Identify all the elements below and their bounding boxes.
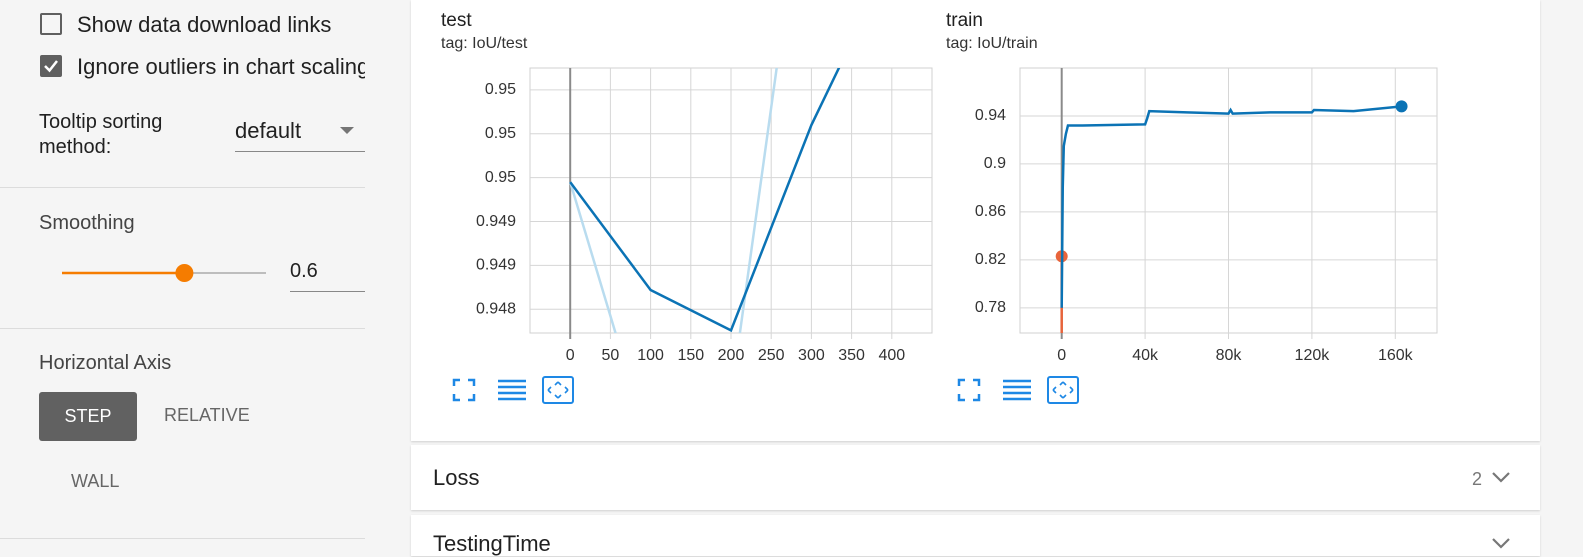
chart-title: test — [441, 10, 472, 31]
x-tick-label: 160k — [1378, 347, 1414, 364]
y-tick-label: 0.95 — [485, 81, 516, 98]
y-tick-label: 0.95 — [485, 169, 516, 186]
label: Horizontal Axis — [39, 352, 172, 374]
checkbox-label: Ignore outliers in chart scaling — [77, 54, 365, 79]
y-tick-label: 0.82 — [975, 251, 1006, 268]
y-tick-label: 0.94 — [975, 107, 1006, 124]
panel-title: TestingTime — [433, 531, 551, 556]
x-tick-label: 40k — [1132, 347, 1159, 364]
plot — [569, 68, 841, 333]
slider[interactable] — [55, 258, 275, 288]
x-tick-label: 350 — [838, 347, 865, 364]
x-tick-label: 300 — [798, 347, 825, 364]
panel-header[interactable]: Loss 2 — [411, 445, 1540, 510]
x-tick-label: 100 — [637, 347, 664, 364]
x-tick-label: 150 — [677, 347, 704, 364]
chart: test tag: IoU/test 0.948 0.949 0.949 0.95 0.95… — [441, 10, 933, 364]
x-tick-label: 0 — [566, 347, 575, 364]
panel-count: 2 — [1472, 469, 1483, 489]
chart-toolbar[interactable] — [452, 375, 575, 405]
panel-title: Loss — [433, 465, 480, 490]
chart-title: train — [946, 10, 983, 31]
separator — [0, 538, 365, 539]
x-tick-label: 0 — [1057, 347, 1066, 364]
y-tick-label: 0.9 — [984, 155, 1006, 172]
series-line — [1060, 105, 1402, 308]
x-tick-label: 200 — [718, 347, 745, 364]
x-tick-label: 80k — [1216, 347, 1243, 364]
chart-subtitle: tag: IoU/train — [946, 35, 1038, 52]
x-tick-label: 250 — [758, 347, 785, 364]
dropdown-value[interactable]: default — [235, 118, 302, 143]
axis-button[interactable]: WALL — [71, 471, 120, 491]
chart-subtitle: tag: IoU/test — [441, 35, 528, 52]
x-tick-label: 120k — [1295, 347, 1331, 364]
dropdown-arrow — [340, 127, 354, 134]
series-line — [569, 68, 841, 333]
chevron — [1492, 472, 1510, 483]
separator — [0, 187, 365, 188]
label: Smoothing — [39, 212, 135, 234]
chart-toolbar[interactable] — [957, 375, 1080, 405]
underline — [290, 291, 365, 292]
y-tick-label: 0.78 — [975, 299, 1006, 316]
y-tick-label: 0.949 — [476, 213, 516, 230]
underline — [235, 151, 365, 152]
label: Tooltip sorting method: — [39, 111, 163, 158]
panel-header[interactable]: TestingTime — [411, 515, 1540, 556]
smoothing-value[interactable]: 0.6 — [290, 260, 318, 282]
x-tick-label: 400 — [878, 347, 905, 364]
chevron — [1492, 538, 1510, 549]
check-icon — [44, 60, 58, 73]
separator — [0, 328, 365, 329]
y-tick-label: 0.86 — [975, 203, 1006, 220]
checkbox[interactable] — [40, 55, 62, 77]
axis-button[interactable]: STEP — [39, 392, 137, 441]
y-tick-label: 0.95 — [485, 125, 516, 142]
checkbox[interactable] — [40, 13, 62, 35]
chart: train tag: IoU/train 0.78 0.82 0.86 0.9 0.94 0 4… — [946, 10, 1438, 364]
plot — [1055, 100, 1408, 333]
x-tick-label: 50 — [602, 347, 620, 364]
end-marker — [1395, 100, 1408, 113]
axis-button[interactable]: RELATIVE — [164, 405, 250, 425]
checkbox-label: Show data download links — [77, 12, 332, 37]
y-tick-label: 0.949 — [476, 257, 516, 274]
y-tick-label: 0.948 — [476, 301, 516, 318]
